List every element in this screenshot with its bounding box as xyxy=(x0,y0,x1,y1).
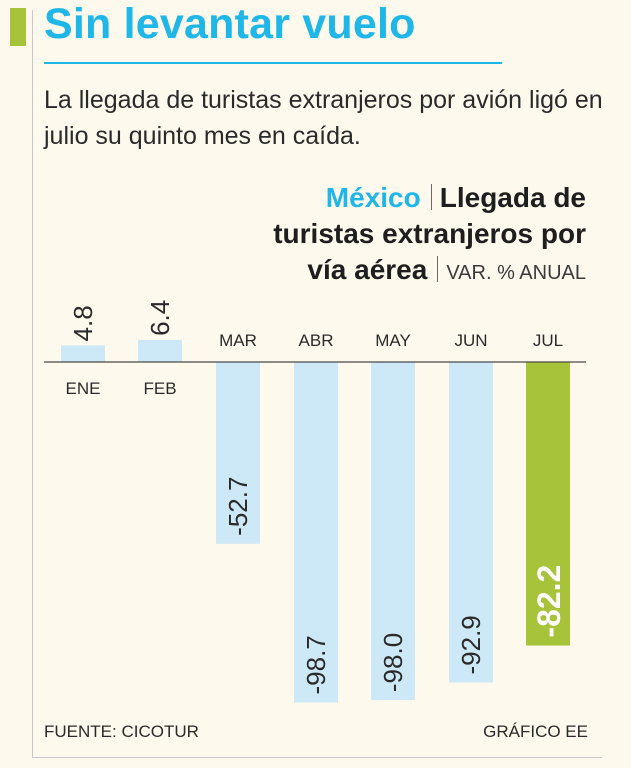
chart-heading-line3: vía aérea VAR. % ANUAL xyxy=(273,252,586,291)
category-label-abr: ABR xyxy=(299,331,334,350)
bar-feb xyxy=(138,339,182,362)
graphic-credit: GRÁFICO EE xyxy=(483,722,588,741)
unit-separator xyxy=(437,256,439,282)
headline-accent-bar xyxy=(10,8,26,46)
value-label-may: -98.0 xyxy=(378,633,408,692)
bar-jun xyxy=(449,362,493,683)
frame-bottom-rule xyxy=(32,757,602,758)
heading-separator xyxy=(430,184,432,210)
bar-abr xyxy=(294,362,338,703)
headline: Sin levantar vuelo xyxy=(44,0,416,48)
value-label-jul: -82.2 xyxy=(531,565,567,638)
value-label-abr: -98.7 xyxy=(301,635,331,694)
chart-title-line3: vía aérea xyxy=(307,254,428,285)
value-label-feb: 6.4 xyxy=(145,300,175,336)
bar-jul xyxy=(526,362,570,646)
chart-title-line2: turistas extranjeros por xyxy=(273,218,586,249)
chart-heading-line1: México Llegada de xyxy=(273,180,586,216)
category-label-ene: ENE xyxy=(66,379,101,398)
chart-title-line1: Llegada de xyxy=(439,182,586,213)
category-label-jul: JUL xyxy=(533,331,563,350)
value-label-jun: -92.9 xyxy=(456,615,486,674)
bar-ene xyxy=(61,345,105,362)
chart-heading: México Llegada de turistas extranjeros po… xyxy=(273,180,586,291)
category-label-may: MAY xyxy=(375,331,411,350)
bar-mar xyxy=(216,362,260,544)
category-label-jun: JUN xyxy=(454,331,487,350)
headline-rule xyxy=(44,62,502,64)
value-label-mar: -52.7 xyxy=(223,477,253,536)
chart-unit: VAR. % ANUAL xyxy=(446,262,586,284)
frame-left-rule xyxy=(32,10,33,758)
category-label-mar: MAR xyxy=(219,331,257,350)
subtitle: La llegada de turistas extranjeros por a… xyxy=(44,86,603,150)
bar-may xyxy=(371,362,415,701)
chart-country: México xyxy=(325,182,421,213)
source-note: FUENTE: CICOTUR xyxy=(44,722,199,741)
value-label-ene: 4.8 xyxy=(68,305,98,341)
category-label-feb: FEB xyxy=(143,379,176,398)
